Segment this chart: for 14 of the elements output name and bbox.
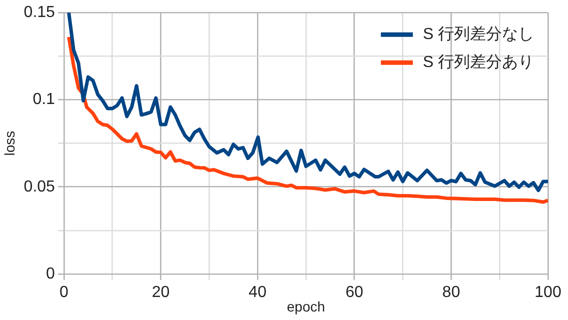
x-tick-label: 80: [442, 284, 460, 302]
x-axis-title: epoch: [286, 298, 326, 314]
y-axis-title: loss: [1, 130, 18, 156]
x-tick-label: 60: [345, 284, 364, 302]
legend-label: S 行列差分なし: [422, 25, 534, 44]
legend-label: S 行列差分あり: [422, 53, 534, 72]
y-tick-label: 0.15: [24, 4, 56, 22]
x-tick-label: 20: [152, 284, 170, 302]
y-tick-label: 0.1: [32, 91, 56, 108]
y-tick-label: 0: [46, 265, 56, 282]
x-tick-label: 100: [534, 284, 562, 302]
x-tick-label: 0: [59, 284, 68, 302]
x-tick-label: 40: [248, 284, 267, 302]
y-tick-label: 0.05: [24, 178, 56, 196]
